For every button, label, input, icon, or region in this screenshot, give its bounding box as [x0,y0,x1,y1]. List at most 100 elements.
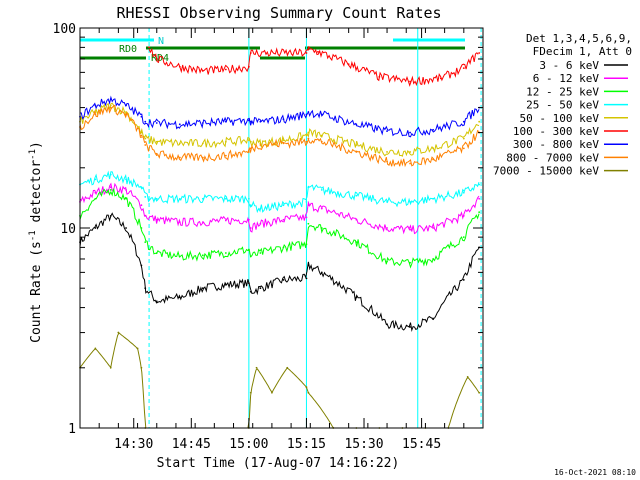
y-axis-label-mid: detector [29,160,44,231]
data-point [462,67,465,70]
x-tick-label: 15:00 [229,437,268,452]
x-tick-label: 15:15 [287,437,326,452]
data-point [409,261,411,264]
data-point [307,111,310,113]
y-axis-label-main: Count Rate (s [29,241,44,343]
data-point [347,63,350,65]
series-6 [148,45,481,87]
data-point [320,271,323,274]
data-point [178,65,181,68]
data-point [109,104,112,107]
data-point [249,290,252,293]
legend-entry: 25 - 50 keV [526,99,628,112]
data-point [109,186,112,189]
data-point [249,52,252,54]
data-point [155,300,158,303]
legend-entry: 800 - 7000 keV [506,151,628,164]
data-point [247,218,250,221]
data-point [462,147,465,150]
data-point [144,214,147,217]
data-point [307,131,310,134]
data-point [201,70,204,72]
chart-title: RHESSI Observing Summary Count Rates [116,4,441,22]
data-point [94,197,97,200]
data-point [409,162,411,165]
data-point [409,228,411,231]
data-point [94,104,97,107]
segment-bars: RD0 N RD4 [80,36,465,64]
data-point [249,140,252,143]
data-point [307,48,310,51]
data-point [224,219,227,222]
data-point [466,376,469,378]
data-point [478,52,481,54]
data-point [178,156,181,159]
data-point [224,140,227,143]
data-point [305,134,308,137]
data-point [94,178,97,181]
data-point [249,147,252,150]
data-point [386,160,388,163]
data-point [155,218,158,221]
data-point [478,197,481,200]
data-point [224,283,227,286]
data-point [224,252,227,254]
data-point [224,68,227,71]
data-point [305,140,308,143]
data-point [125,104,127,107]
data-point [247,282,250,285]
data-point [409,80,411,83]
y-axis-label-sup1: -1 [28,230,38,241]
data-point [409,131,411,134]
data-point [140,131,143,134]
data-point [249,204,252,207]
data-point [144,196,147,198]
legend-entry: 100 - 300 keV [513,125,628,138]
data-point [201,197,204,200]
legend-entry-label: 25 - 50 keV [526,99,599,112]
data-point [386,323,388,326]
series-line [79,95,480,138]
data-point [259,207,262,210]
data-point [94,191,97,194]
data-point [432,197,435,200]
data-point [155,197,158,200]
data-point [305,277,308,280]
data-point [307,204,310,207]
data-point [462,120,465,123]
data-point [155,252,158,254]
series-2 [79,182,481,235]
data-point [144,287,147,290]
data-point [94,227,97,229]
data-point [320,227,323,229]
legend-entry: 300 - 800 keV [513,138,628,151]
data-point [201,287,204,290]
data-point [259,252,262,254]
data-point [178,142,181,145]
axis-ticks: 14:30 14:45 15:00 15:15 15:30 15:45 1 10 100 [53,22,484,452]
data-point [247,65,250,68]
legend-entry-label: 50 - 100 keV [520,112,600,125]
data-point [155,152,158,155]
data-point [140,366,143,369]
legend-entry-label: 3 - 6 keV [539,59,599,72]
data-point [178,296,181,299]
data-point [320,134,323,137]
data-point [109,173,112,176]
data-point [109,366,112,369]
data-point [201,122,204,124]
data-point [224,197,227,200]
data-point [355,151,358,153]
segment-label-rd4: RD4 [151,53,169,64]
data-point [320,207,323,210]
data-point [201,142,204,145]
data-point [378,75,381,78]
data-point [462,191,465,194]
data-point [201,221,204,224]
data-point [355,123,358,126]
data-point [305,216,308,219]
data-point [109,106,112,109]
data-point [320,189,323,191]
data-point [355,144,358,146]
data-point [432,318,435,321]
